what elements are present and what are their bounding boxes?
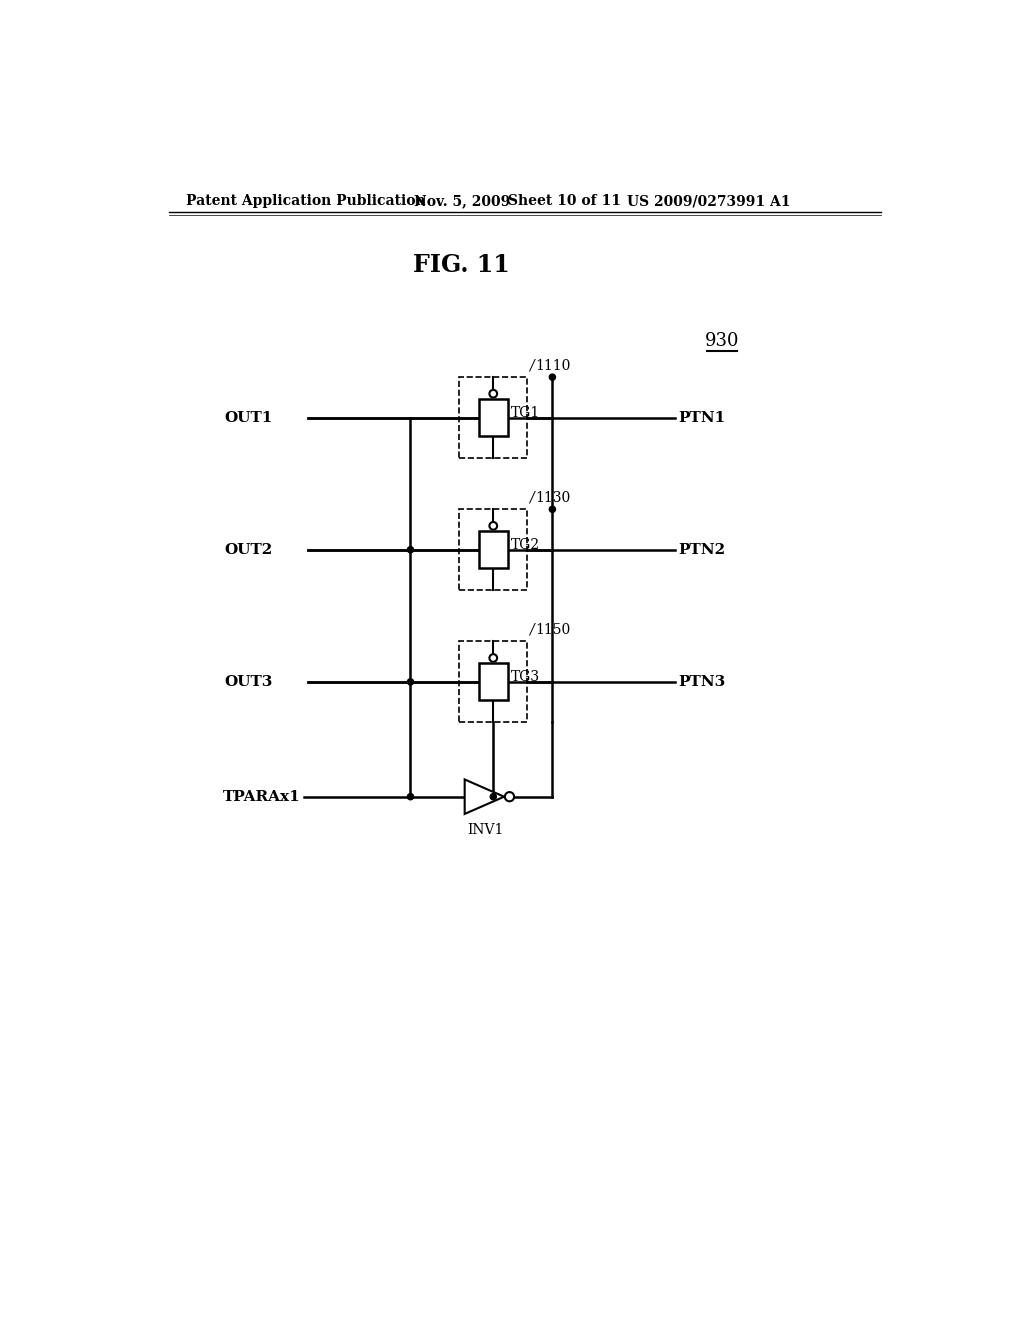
Text: 1150: 1150 [535,623,570,636]
Text: /: / [528,623,534,636]
Text: INV1: INV1 [467,824,504,837]
Text: US 2009/0273991 A1: US 2009/0273991 A1 [628,194,791,209]
Bar [478,399,508,436]
Circle shape [408,546,414,553]
Circle shape [505,792,514,801]
Circle shape [490,793,497,800]
Text: PTN1: PTN1 [679,411,726,425]
Text: 1130: 1130 [535,491,570,504]
Text: OUT2: OUT2 [224,543,272,557]
Bar [478,531,508,568]
Text: Sheet 10 of 11: Sheet 10 of 11 [508,194,621,209]
Circle shape [408,678,414,685]
Circle shape [408,793,414,800]
Text: OUT3: OUT3 [224,675,272,689]
Text: FIG. 11: FIG. 11 [414,253,510,277]
Text: TG2: TG2 [511,539,540,552]
Circle shape [489,521,497,529]
Polygon shape [465,779,504,814]
Text: 930: 930 [705,333,739,350]
Circle shape [489,389,497,397]
Text: TG3: TG3 [511,671,540,684]
Bar [478,664,508,701]
Text: PTN2: PTN2 [679,543,726,557]
Text: Patent Application Publication: Patent Application Publication [186,194,426,209]
Text: /: / [528,359,534,372]
Text: TPARAx1: TPARAx1 [222,789,300,804]
Text: 1110: 1110 [535,359,570,372]
Bar [460,378,527,458]
Text: Nov. 5, 2009: Nov. 5, 2009 [414,194,510,209]
Text: OUT1: OUT1 [224,411,272,425]
Bar [460,642,527,722]
Text: PTN3: PTN3 [679,675,726,689]
Circle shape [549,374,555,380]
Text: /: / [528,491,534,504]
Circle shape [489,655,497,661]
Circle shape [549,506,555,512]
Text: TG1: TG1 [511,407,541,420]
Bar [460,510,527,590]
